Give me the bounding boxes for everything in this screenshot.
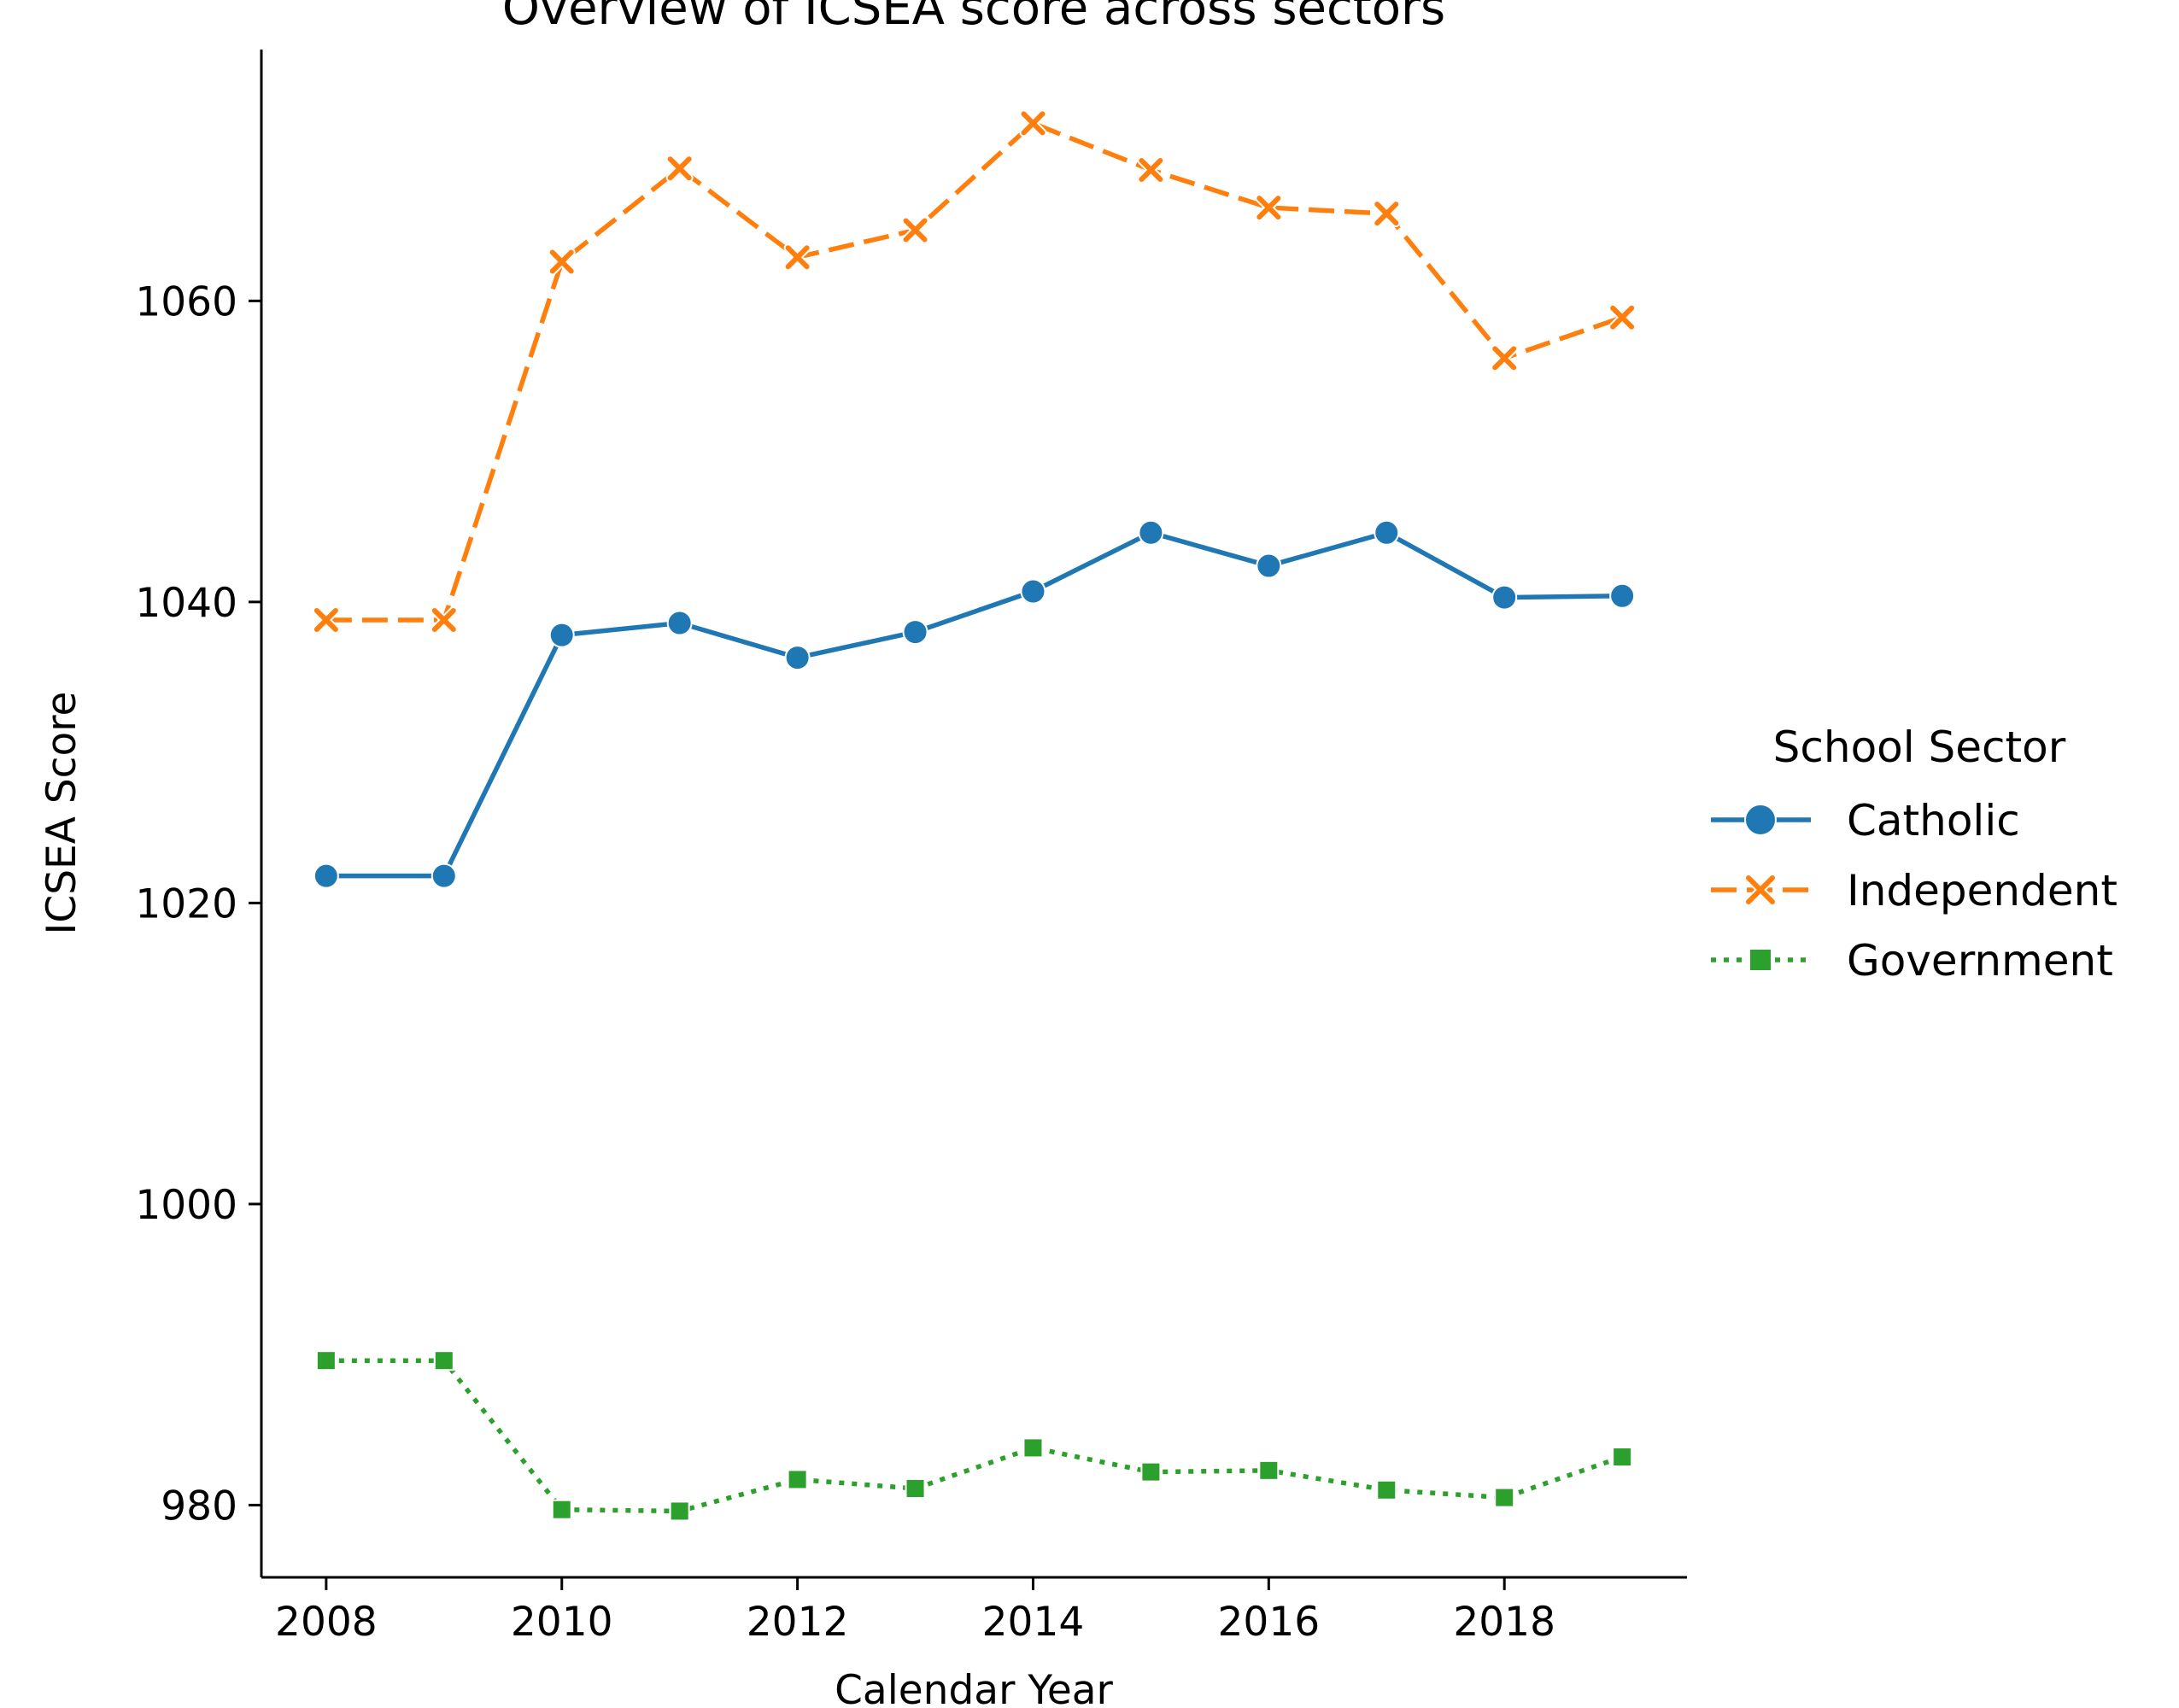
data-point-independent — [312, 606, 340, 635]
data-point-independent — [1608, 303, 1637, 331]
y-tick-label: 1000 — [135, 1182, 237, 1229]
data-point-catholic — [1374, 519, 1400, 546]
series-markers — [312, 109, 1637, 1522]
data-point-government — [1258, 1459, 1280, 1481]
series-line-catholic — [325, 530, 1623, 879]
data-point-catholic — [1491, 584, 1518, 611]
data-point-catholic — [1020, 578, 1046, 605]
data-point-independent — [430, 606, 458, 635]
x-tick-label: 2008 — [275, 1599, 378, 1646]
legend-marker-independent — [1744, 874, 1777, 906]
data-point-government — [669, 1500, 690, 1522]
legend-items: Catholic Independent Government — [1711, 796, 2117, 986]
legend-marker-catholic — [1744, 804, 1777, 836]
data-point-independent — [1019, 109, 1047, 137]
data-point-government — [1612, 1446, 1633, 1467]
data-point-independent — [548, 248, 576, 276]
data-point-independent — [1255, 194, 1283, 222]
legend-label-independent: Independent — [1847, 866, 2117, 915]
data-point-catholic — [784, 645, 811, 671]
x-tick-label: 2016 — [1218, 1599, 1321, 1646]
data-point-independent — [783, 243, 811, 272]
legend-label-catholic: Catholic — [1847, 796, 2020, 845]
data-point-independent — [901, 216, 929, 244]
y-tick-label: 1040 — [135, 580, 237, 627]
data-point-catholic — [313, 863, 339, 889]
data-point-government — [551, 1499, 572, 1520]
legend-marker-government — [1748, 948, 1772, 972]
data-point-catholic — [1609, 582, 1636, 609]
y-tick-label: 980 — [161, 1483, 237, 1530]
data-point-catholic — [1138, 519, 1164, 546]
data-point-government — [1494, 1487, 1515, 1508]
data-point-independent — [665, 155, 694, 183]
data-point-catholic — [548, 622, 575, 648]
x-tick-label: 2014 — [982, 1599, 1085, 1646]
data-point-government — [1376, 1479, 1397, 1500]
data-point-government — [433, 1350, 454, 1372]
data-point-independent — [1491, 344, 1519, 372]
data-point-catholic — [1256, 553, 1282, 579]
plot-area: 2008 2010 2012 2014 2016 2018 980 1000 1020 1040… — [135, 50, 1687, 1646]
chart-title: Overview of ICSEA score across sectors — [502, 0, 1445, 36]
data-point-catholic — [431, 863, 457, 889]
data-point-catholic — [666, 610, 693, 636]
x-tick-label: 2010 — [511, 1599, 613, 1646]
data-point-government — [905, 1478, 926, 1500]
legend-item-catholic: Catholic — [1711, 796, 2020, 845]
y-ticks: 980 1000 1020 1040 1060 — [135, 278, 261, 1530]
legend: School Sector Catholic Independent Governm… — [1711, 722, 2117, 986]
y-axis-title: ICSEA Score — [38, 692, 85, 935]
x-tick-label: 2012 — [747, 1599, 849, 1646]
series-line-government — [325, 1358, 1624, 1514]
data-point-government — [787, 1469, 808, 1490]
data-point-government — [315, 1350, 337, 1372]
legend-label-government: Government — [1847, 936, 2113, 986]
series-lines — [325, 120, 1624, 1514]
data-point-government — [1022, 1437, 1044, 1459]
data-point-government — [1140, 1461, 1162, 1483]
y-tick-label: 1060 — [135, 278, 237, 325]
y-tick-label: 1020 — [135, 880, 237, 927]
legend-item-independent: Independent — [1711, 866, 2117, 915]
data-point-catholic — [902, 619, 928, 646]
legend-title: School Sector — [1773, 722, 2066, 772]
data-point-independent — [1137, 156, 1165, 184]
series-line-independent — [325, 120, 1624, 623]
x-ticks: 2008 2010 2012 2014 2016 2018 — [275, 1577, 1555, 1646]
x-tick-label: 2018 — [1453, 1599, 1555, 1646]
legend-item-government: Government — [1711, 936, 2113, 986]
x-axis-title: Calendar Year — [835, 1667, 1113, 1708]
data-point-independent — [1373, 200, 1401, 228]
